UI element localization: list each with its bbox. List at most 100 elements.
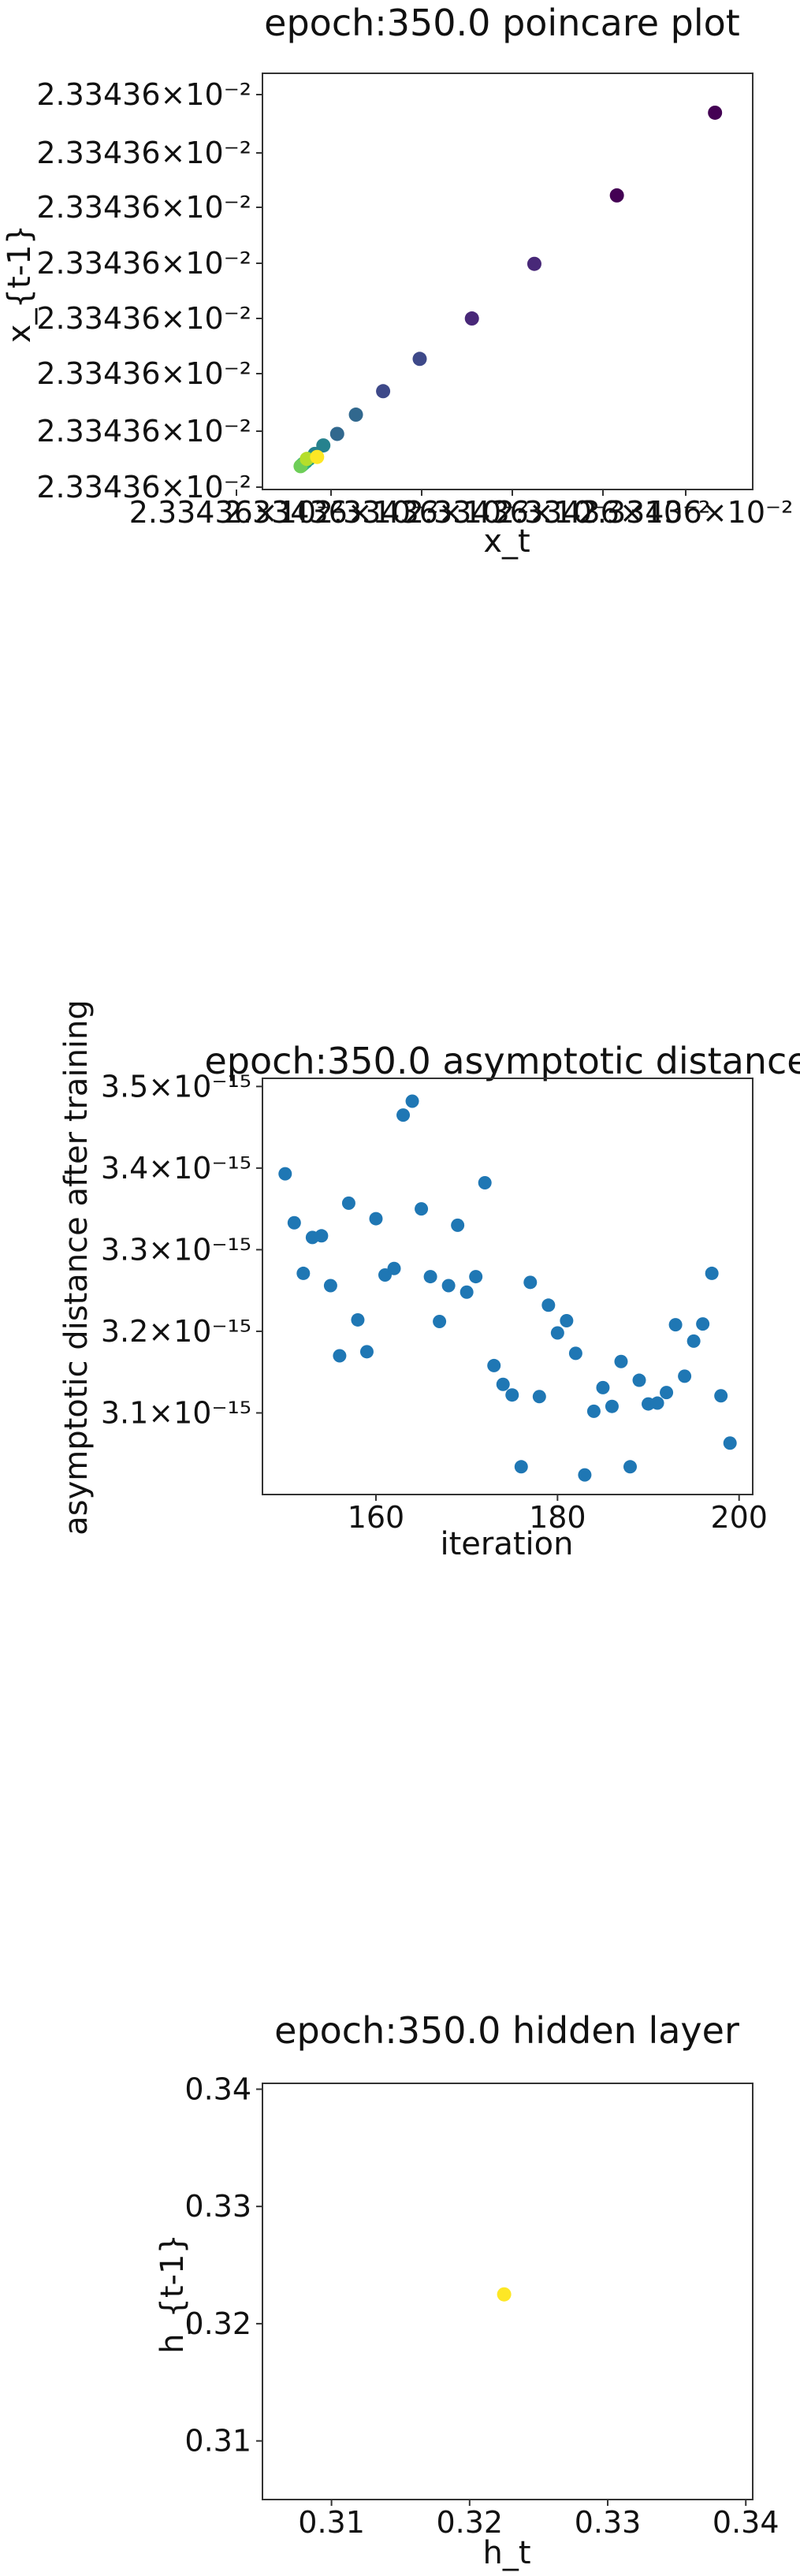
poincare-point <box>412 352 427 367</box>
asymptotic-point <box>687 1334 701 1348</box>
poincare-y-tick-label: 2.33436×10⁻² <box>36 77 251 112</box>
asymptotic-x-tick-label: 180 <box>529 1500 586 1535</box>
hidden-layer-x-tick-label: 0.33 <box>575 2505 642 2540</box>
asymptotic-point <box>423 1270 437 1284</box>
hidden-layer-y-tick-label: 0.34 <box>184 2072 251 2106</box>
asymptotic-y-tick-label: 3.2×10⁻¹⁵ <box>101 1314 251 1349</box>
poincare-point <box>376 384 391 399</box>
asymptotic-point <box>578 1468 592 1482</box>
poincare-x-axis: 2.33436×10⁻²2.33436×10⁻²2.33436×10⁻²2.33… <box>129 490 794 530</box>
asymptotic-point <box>623 1460 637 1474</box>
asymptotic-title: epoch:350.0 asymptotic distance <box>204 1040 800 1082</box>
poincare-point <box>310 449 325 464</box>
hidden-layer-x-label: h_t <box>482 2535 530 2571</box>
asymptotic-point <box>705 1266 719 1280</box>
poincare-y-tick-label: 2.33436×10⁻² <box>36 470 251 504</box>
poincare-point <box>329 426 344 441</box>
asymptotic-point <box>387 1261 401 1275</box>
hidden-layer-y-tick-label: 0.32 <box>184 2306 251 2341</box>
asymptotic-point <box>478 1176 492 1190</box>
poincare-chart: epoch:350.0 poincare plot 2.33436×10⁻²2.… <box>2 2 793 560</box>
asymptotic-point <box>314 1229 329 1243</box>
poincare-x-label: x_t <box>483 523 530 560</box>
hidden-layer-y-label: h_{t-1} <box>154 2234 191 2354</box>
asymptotic-point <box>369 1212 383 1226</box>
asymptotic-point <box>632 1373 646 1387</box>
asymptotic-point <box>405 1094 419 1108</box>
poincare-points <box>293 105 723 474</box>
asymptotic-point <box>714 1389 728 1403</box>
hidden-layer-x-tick-label: 0.34 <box>713 2505 780 2540</box>
asymptotic-point <box>487 1358 501 1372</box>
asymptotic-point <box>433 1315 447 1329</box>
poincare-y-tick-label: 2.33436×10⁻² <box>36 136 251 170</box>
asymptotic-x-tick-label: 160 <box>348 1500 405 1535</box>
hidden-layer-x-axis: 0.31 0.32 0.33 0.34 <box>298 2500 780 2540</box>
asymptotic-point <box>514 1460 528 1474</box>
asymptotic-point <box>596 1380 610 1394</box>
poincare-x-tick-label: 2.33436×10⁻² <box>224 495 439 530</box>
hidden-layer-y-tick-label: 0.31 <box>184 2424 251 2459</box>
asymptotic-point <box>605 1399 619 1413</box>
poincare-plot-area <box>262 73 753 490</box>
asymptotic-point <box>541 1298 556 1312</box>
asymptotic-point <box>359 1345 374 1359</box>
asymptotic-point <box>586 1404 601 1418</box>
poincare-point <box>609 188 624 203</box>
hidden-layer-x-tick-label: 0.31 <box>298 2505 365 2540</box>
asymptotic-points <box>278 1094 737 1482</box>
hidden-layer-plot-area <box>262 2083 753 2500</box>
poincare-x-tick-label: 2.33436×10⁻² <box>405 495 620 530</box>
asymptotic-y-label: asymptotic distance after training <box>58 1000 95 1536</box>
asymptotic-point <box>396 1108 411 1122</box>
poincare-y-axis: 2.33436×10⁻² 2.33436×10⁻² 2.33436×10⁻² 2.33… <box>36 77 262 504</box>
asymptotic-point <box>614 1354 628 1368</box>
asymptotic-y-tick-label: 3.5×10⁻¹⁵ <box>101 1069 251 1104</box>
asymptotic-point <box>415 1202 429 1216</box>
hidden-layer-y-tick-label: 0.33 <box>184 2189 251 2224</box>
poincare-y-tick-label: 2.33436×10⁻² <box>36 246 251 281</box>
hidden-layer-title: epoch:350.0 hidden layer <box>274 2009 739 2052</box>
asymptotic-point <box>660 1386 674 1400</box>
poincare-y-tick-label: 2.33436×10⁻² <box>36 356 251 391</box>
asymptotic-point <box>678 1369 692 1383</box>
poincare-title: epoch:350.0 poincare plot <box>264 2 740 44</box>
asymptotic-point <box>532 1390 546 1404</box>
asymptotic-point <box>496 1377 510 1391</box>
asymptotic-point <box>351 1312 365 1327</box>
asymptotic-point <box>323 1279 337 1293</box>
poincare-x-tick-label: 2.33436×10⁻² <box>314 495 530 530</box>
poincare-point <box>708 105 723 120</box>
poincare-x-tick-label: 2.33436×10⁻² <box>579 495 794 530</box>
asymptotic-plot-area <box>262 1078 753 1495</box>
asymptotic-point <box>296 1266 311 1280</box>
asymptotic-point <box>469 1270 483 1284</box>
asymptotic-point <box>668 1318 683 1332</box>
asymptotic-point <box>696 1317 710 1331</box>
asymptotic-point <box>568 1346 582 1361</box>
asymptotic-point <box>451 1218 465 1232</box>
hidden-layer-y-axis: 0.31 0.32 0.33 0.34 <box>184 2072 262 2459</box>
poincare-point <box>348 408 363 423</box>
asymptotic-y-tick-label: 3.3×10⁻¹⁵ <box>101 1232 251 1267</box>
asymptotic-y-tick-label: 3.1×10⁻¹⁵ <box>101 1395 251 1430</box>
asymptotic-point <box>441 1279 456 1293</box>
asymptotic-point <box>523 1275 538 1290</box>
asymptotic-y-tick-label: 3.4×10⁻¹⁵ <box>101 1151 251 1186</box>
poincare-point <box>527 256 541 271</box>
asymptotic-point <box>723 1436 737 1450</box>
asymptotic-x-label: iteration <box>441 1526 574 1562</box>
asymptotic-point <box>460 1285 474 1299</box>
hidden-layer-chart: epoch:350.0 hidden layer 0.310.320.330.3… <box>154 2009 780 2571</box>
asymptotic-point <box>333 1349 347 1363</box>
poincare-point <box>464 311 479 326</box>
asymptotic-x-tick-label: 200 <box>710 1500 768 1535</box>
poincare-y-tick-label: 2.33436×10⁻² <box>36 190 251 225</box>
hidden-layer-points <box>497 2287 512 2302</box>
poincare-x-tick-label: 2.33436×10⁻² <box>129 495 344 530</box>
asymptotic-point <box>560 1313 574 1327</box>
poincare-y-tick-label: 2.33436×10⁻² <box>36 301 251 336</box>
asymptotic-point <box>550 1326 564 1340</box>
poincare-x-tick-label: 2.33436×10⁻² <box>496 495 711 530</box>
